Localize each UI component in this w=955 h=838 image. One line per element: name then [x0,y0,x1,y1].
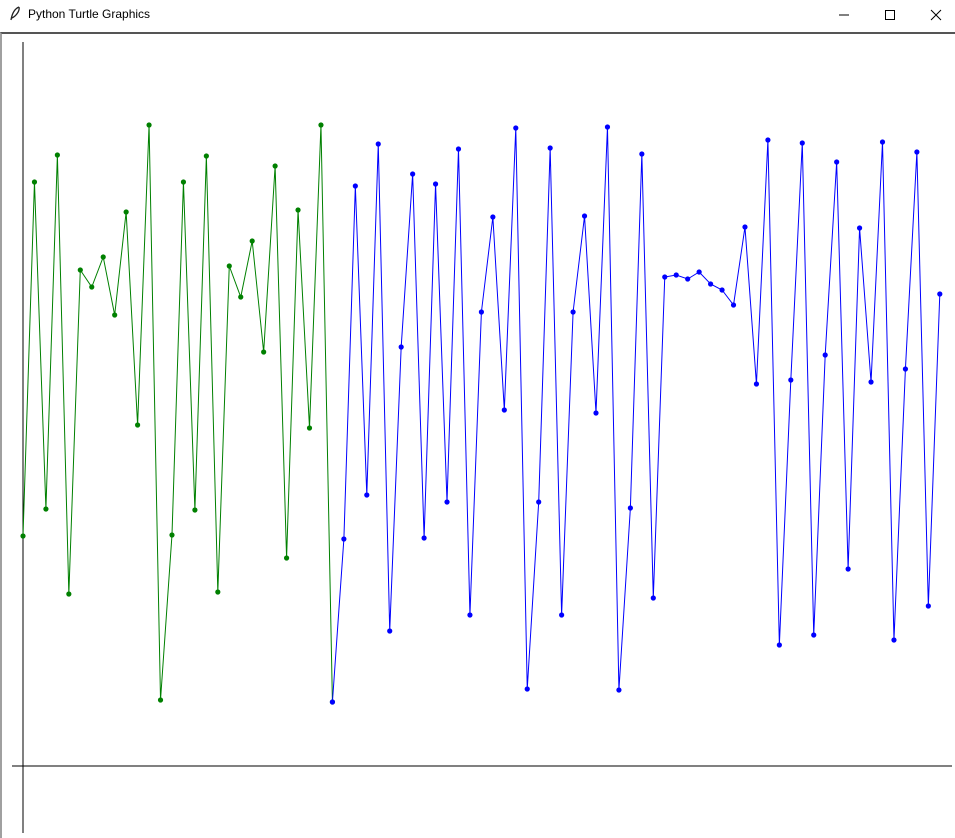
data-point-0-15 [192,507,198,513]
data-point-1-34 [719,287,725,293]
data-point-1-17 [524,686,530,692]
data-point-1-41 [799,140,805,146]
data-point-1-40 [788,377,794,383]
data-point-0-16 [203,153,209,159]
data-point-0-6 [89,284,95,290]
data-point-1-4 [375,141,381,147]
data-point-1-51 [914,149,920,155]
data-point-1-12 [467,612,473,618]
data-point-1-52 [925,603,931,609]
data-point-1-29 [662,274,668,280]
maximize-icon [885,10,895,20]
data-point-0-10 [135,422,141,428]
data-point-1-3 [364,492,370,498]
close-icon [930,9,942,21]
data-point-1-0 [329,699,336,705]
data-point-1-15 [501,407,507,413]
data-point-1-44 [834,159,840,165]
data-point-1-36 [742,224,748,230]
data-point-1-33 [708,281,714,287]
data-point-0-8 [112,312,118,318]
data-point-1-30 [673,272,679,278]
title-bar: Python Turtle Graphics [0,0,955,30]
data-point-0-20 [249,238,255,244]
data-point-1-9 [432,181,439,187]
data-point-1-50 [902,366,909,372]
data-point-0-23 [283,555,290,561]
data-point-0-3 [54,152,60,158]
data-point-0-2 [43,506,49,512]
data-point-0-17 [215,589,221,595]
minimize-icon [839,14,849,16]
data-point-1-32 [696,269,702,275]
data-point-1-23 [593,410,599,416]
data-point-1-22 [581,213,588,219]
data-point-0-7 [100,254,106,260]
data-point-1-48 [879,139,886,145]
feather-icon [10,6,20,21]
data-point-0-1 [31,179,38,185]
data-point-1-27 [639,151,645,157]
turtle-canvas[interactable] [0,32,955,838]
data-point-1-25 [616,687,622,693]
data-point-1-7 [410,171,416,177]
data-point-0-11 [146,122,152,128]
data-point-0-14 [180,179,187,185]
series-line-0 [22,124,333,703]
data-point-0-4 [66,591,72,597]
data-point-1-6 [398,344,404,350]
data-point-1-45 [845,566,851,572]
data-point-1-8 [421,535,427,541]
data-point-1-28 [650,595,656,601]
data-point-1-38 [765,137,771,143]
data-point-1-39 [776,642,782,648]
data-point-1-53 [937,291,943,297]
data-point-1-19 [547,145,553,151]
data-point-1-24 [604,124,611,130]
data-point-0-26 [318,122,324,128]
data-point-0-13 [169,532,175,538]
data-point-1-47 [868,379,874,385]
data-point-1-31 [685,276,691,282]
data-point-1-13 [478,309,484,315]
data-point-1-26 [627,505,633,511]
data-point-1-49 [891,637,897,643]
data-point-1-35 [730,302,737,308]
data-point-0-19 [238,294,244,300]
data-point-1-2 [352,183,358,189]
data-point-1-1 [341,536,347,542]
data-point-1-21 [570,309,576,315]
data-point-1-18 [536,499,542,505]
data-point-0-22 [272,163,278,169]
data-point-0-0 [20,533,26,539]
data-point-0-18 [226,263,232,269]
window-title: Python Turtle Graphics [28,7,151,21]
data-point-0-24 [295,207,301,213]
data-point-0-9 [123,209,129,215]
minimize-button[interactable] [821,0,867,30]
data-point-1-42 [811,632,817,638]
data-point-1-10 [444,499,450,505]
data-point-1-14 [490,214,496,220]
data-point-1-16 [513,125,519,131]
data-point-1-43 [822,352,828,358]
data-point-1-46 [856,225,863,231]
data-point-1-20 [559,612,565,618]
data-point-0-12 [157,697,164,703]
data-point-1-37 [753,381,760,387]
data-point-0-25 [306,425,313,431]
close-button[interactable] [913,0,955,30]
data-point-1-5 [387,628,393,634]
series-line-1 [331,126,941,703]
data-point-0-21 [261,349,267,355]
maximize-button[interactable] [867,0,913,30]
data-point-1-11 [455,146,462,152]
data-point-0-5 [77,267,83,273]
